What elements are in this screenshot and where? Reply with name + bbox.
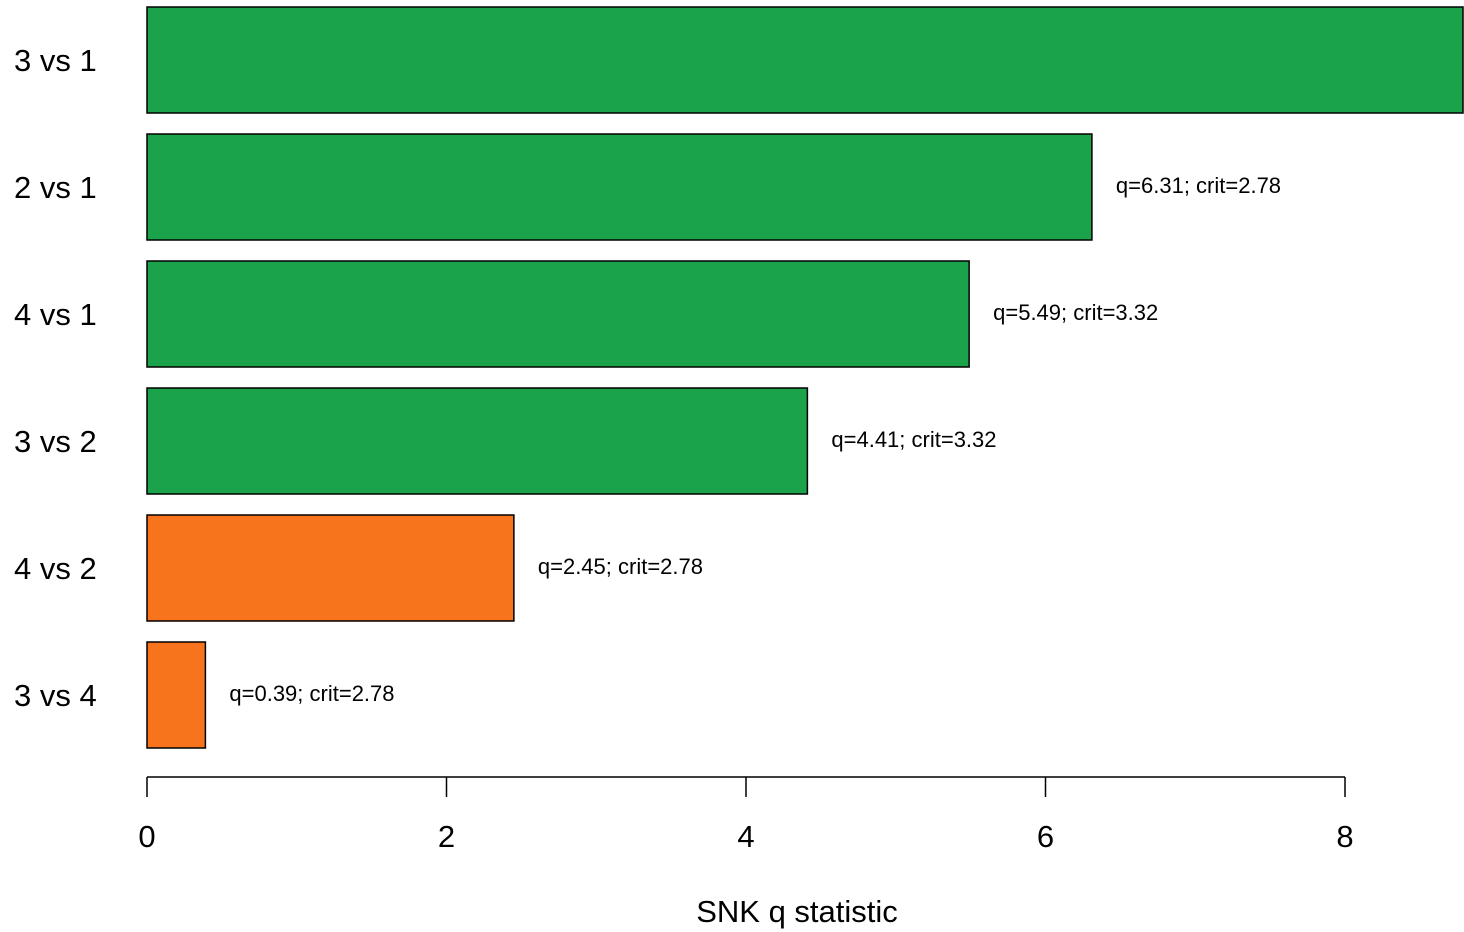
bar-4-vs-2 [146,514,515,622]
data-label: q=4.41; crit=3.32 [831,427,996,452]
x-axis-title: SNK q statistic [696,894,898,929]
bars-group [146,6,1464,749]
x-tick-label: 2 [438,819,455,854]
bar-4-vs-1 [146,260,970,368]
bar-3-vs-4 [146,641,207,749]
data-label: q=0.39; crit=2.78 [229,681,394,706]
category-label: 3 vs 4 [14,678,97,713]
bar-3-vs-2 [146,387,809,495]
category-label: 3 vs 2 [14,424,97,459]
data-label: q=2.45; crit=2.78 [538,554,703,579]
category-label: 4 vs 2 [14,551,97,586]
bar-3-vs-1 [146,6,1464,114]
data-label: q=6.31; crit=2.78 [1116,173,1281,198]
category-labels-group: 3 vs 1 2 vs 1 4 vs 1 3 vs 2 4 vs 2 3 vs 4 [14,43,97,713]
x-tick-label: 0 [138,819,155,854]
category-label: 3 vs 1 [14,43,97,78]
x-tick-label: 6 [1037,819,1054,854]
category-label: 2 vs 1 [14,170,97,205]
data-labels-group: q=6.31; crit=2.78 q=5.49; crit=3.32 q=4.41… [229,173,1281,706]
x-tick-label: 4 [737,819,754,854]
x-axis: 0 2 4 6 8 [138,776,1354,854]
data-label: q=5.49; crit=3.32 [993,300,1158,325]
category-label: 4 vs 1 [14,297,97,332]
bar-2-vs-1 [146,133,1093,241]
x-tick-label: 8 [1336,819,1353,854]
